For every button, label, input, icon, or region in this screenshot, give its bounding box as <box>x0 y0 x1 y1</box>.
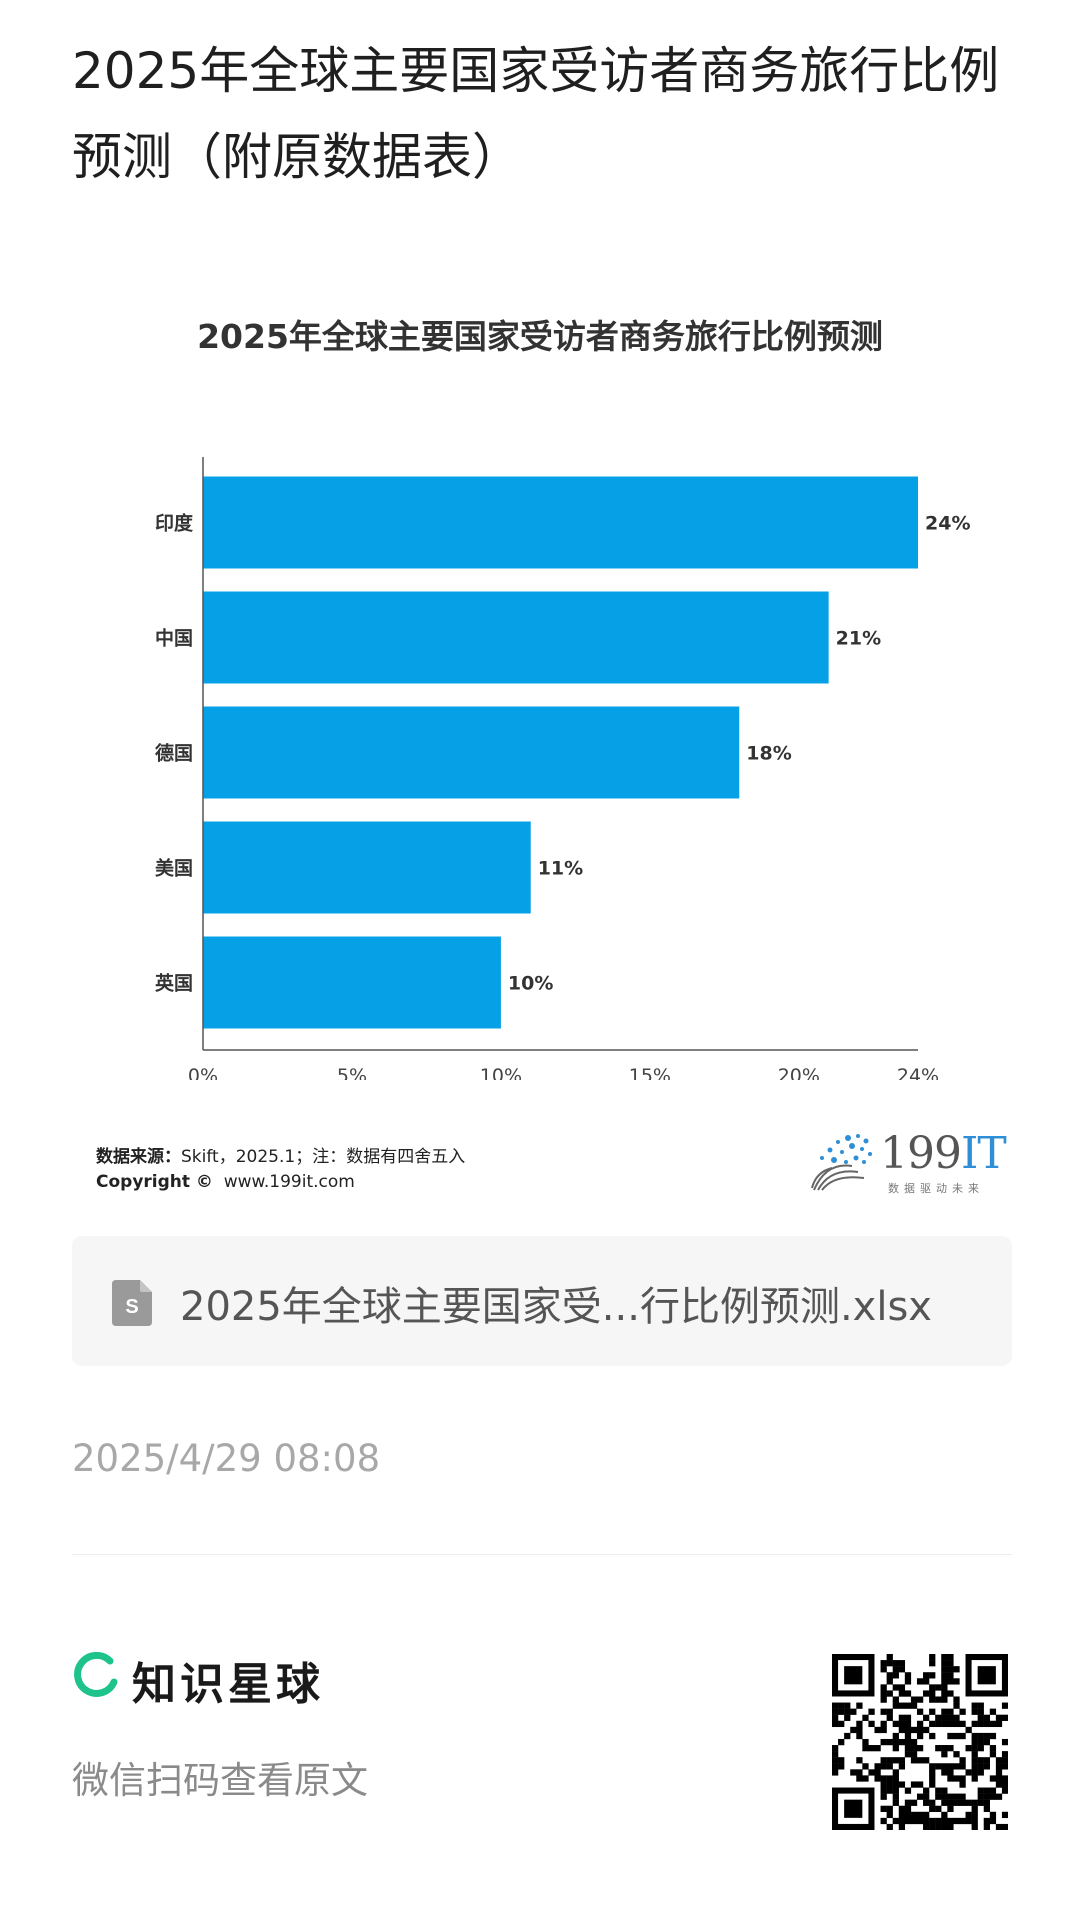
category-label: 英国 <box>155 972 193 995</box>
category-label: 德国 <box>155 742 193 765</box>
source-text: Skift，2025.1；注：数据有四舍五入 <box>181 1147 466 1167</box>
logo-text-num: 199 <box>880 1128 962 1179</box>
divider <box>72 1554 1012 1555</box>
category-label: 中国 <box>155 627 193 650</box>
logo-text-it: IT <box>960 1128 1007 1179</box>
bar-0 <box>203 476 918 569</box>
post-timestamp: 2025/4/29 08:08 <box>72 1437 381 1480</box>
brand-name: 知识星球 <box>132 1659 324 1710</box>
x-tick-label: 5% <box>337 1065 367 1080</box>
value-label: 10% <box>508 973 553 995</box>
value-label: 21% <box>836 628 881 650</box>
svg-text:S: S <box>125 1296 138 1318</box>
copyright-url: www.199it.com <box>223 1172 355 1192</box>
199it-logo: 199IT 数据驱动未来 <box>808 1128 1008 1198</box>
bar-1 <box>203 591 829 684</box>
value-label: 11% <box>538 858 583 880</box>
attachment-file-name[interactable]: 2025年全球主要国家受...行比例预测.xlsx <box>180 1284 932 1330</box>
source-label: 数据来源： <box>96 1147 181 1167</box>
logo-subtitle: 数据驱动未来 <box>888 1182 984 1195</box>
page-title: 2025年全球主要国家受访者商务旅行比例预测（附原数据表） <box>72 42 1000 186</box>
attachment-card[interactable]: S 2025年全球主要国家受...行比例预测.xlsx <box>72 1236 1012 1366</box>
category-label: 印度 <box>155 512 194 535</box>
spreadsheet-file-icon: S <box>112 1280 152 1326</box>
199it-dots-icon <box>811 1134 872 1191</box>
copyright-label: Copyright © <box>96 1172 213 1192</box>
value-label: 24% <box>925 513 970 535</box>
x-tick-label: 0% <box>188 1065 218 1080</box>
category-label: 美国 <box>155 857 193 880</box>
zsxq-logo-icon <box>74 1652 118 1697</box>
chart-source: 数据来源：Skift，2025.1；注：数据有四舍五入 <box>96 1142 465 1167</box>
x-tick-label: 24% <box>897 1065 939 1080</box>
x-tick-label: 20% <box>778 1065 820 1080</box>
bar-4 <box>203 936 501 1029</box>
scan-hint: 微信扫码查看原文 <box>72 1759 368 1802</box>
value-label: 18% <box>746 743 791 765</box>
bar-3 <box>203 821 531 914</box>
chart-copyright: Copyright © www.199it.com <box>96 1172 355 1192</box>
x-tick-label: 15% <box>629 1065 671 1080</box>
bar-2 <box>203 706 740 799</box>
qr-code[interactable] <box>832 1654 1008 1830</box>
x-tick-label: 10% <box>480 1065 522 1080</box>
chart-title: 2025年全球主要国家受访者商务旅行比例预测 <box>197 317 883 356</box>
